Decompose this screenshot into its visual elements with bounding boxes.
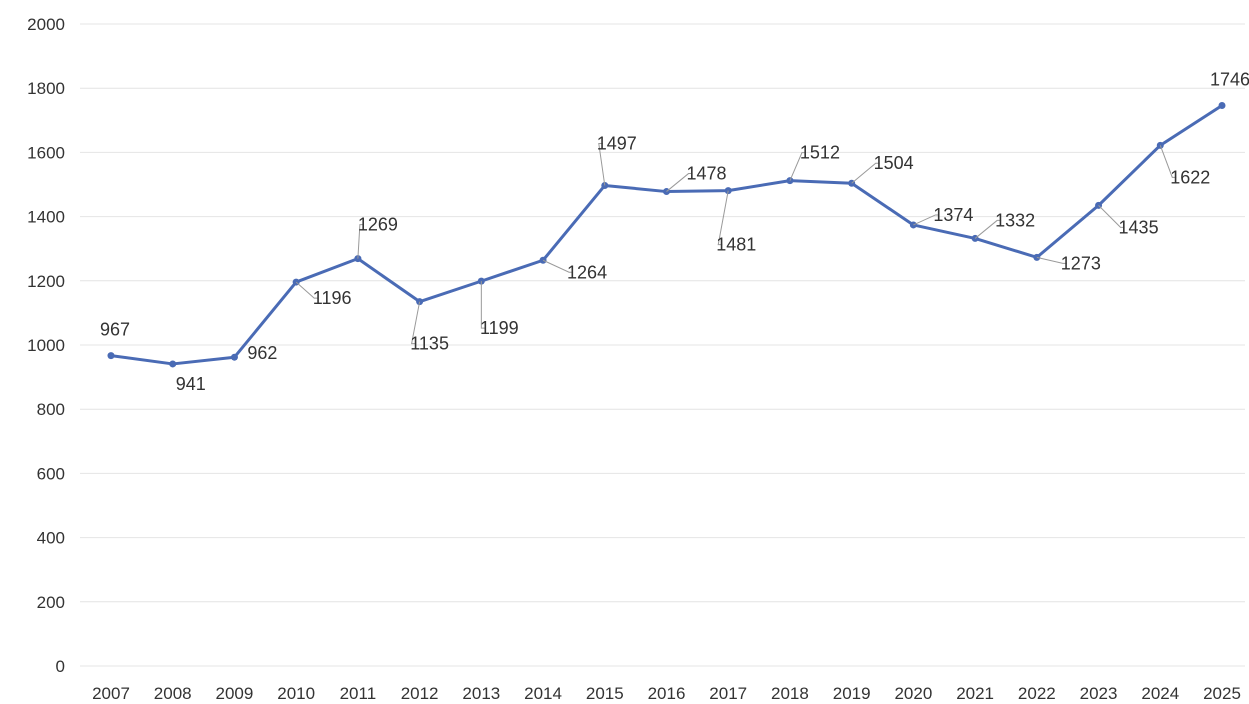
x-tick-label: 2017 <box>709 684 747 703</box>
data-label: 1478 <box>686 164 726 184</box>
y-tick-label: 2000 <box>27 15 65 34</box>
data-label: 1199 <box>480 318 519 338</box>
label-leader-line <box>913 214 940 226</box>
label-leader-line <box>789 152 806 181</box>
x-tick-label: 2011 <box>340 684 377 703</box>
data-label: 1374 <box>933 205 973 225</box>
label-leader-line <box>598 142 606 186</box>
y-tick-label: 1200 <box>27 272 65 291</box>
data-point <box>1218 102 1226 110</box>
data-label: 1273 <box>1061 253 1101 273</box>
data-label: 1264 <box>567 262 607 282</box>
data-label: 941 <box>176 374 206 394</box>
x-tick-label: 2021 <box>956 684 994 703</box>
data-label: 1746 <box>1210 70 1249 90</box>
y-tick-label: 200 <box>37 593 65 612</box>
y-tick-label: 1600 <box>27 143 65 162</box>
label-leader-line <box>974 219 1002 239</box>
label-leader-line <box>357 224 364 259</box>
data-point <box>107 352 115 360</box>
data-label: 1196 <box>313 288 352 308</box>
series-group <box>107 102 1226 368</box>
y-axis-ticks: 0 200 400 600 800 1000 1200 1400 1600 1800 2000 <box>27 15 65 676</box>
data-label: 1512 <box>800 143 840 163</box>
data-label: 967 <box>100 320 130 340</box>
label-leader-line <box>1036 256 1067 264</box>
data-label: 1435 <box>1119 217 1159 237</box>
label-leader-line <box>295 281 319 299</box>
x-tick-label: 2016 <box>648 684 686 703</box>
label-leader-line <box>666 173 693 192</box>
data-label: 1269 <box>358 215 398 235</box>
data-label: 1332 <box>995 210 1035 230</box>
x-tick-label: 2020 <box>894 684 932 703</box>
label-leader-line <box>480 281 486 329</box>
gridlines <box>80 23 1245 667</box>
label-leader-line <box>1159 145 1177 178</box>
x-axis-ticks: 2007 2008 2009 2010 2011 2012 2013 2014 2015 2016… <box>92 684 1241 703</box>
y-tick-label: 800 <box>37 400 65 419</box>
x-tick-label: 2023 <box>1080 684 1118 703</box>
data-point <box>169 360 177 368</box>
label-leader-line <box>542 259 574 273</box>
x-tick-label: 2007 <box>92 684 130 703</box>
x-tick-label: 2015 <box>586 684 624 703</box>
data-labels: 967 941 962 1196 1269 1135 1199 1264 1497 1478 148… <box>100 70 1249 394</box>
x-tick-label: 2019 <box>833 684 871 703</box>
label-leader-line <box>717 190 729 246</box>
data-label: 1497 <box>597 133 637 153</box>
y-tick-label: 1400 <box>27 208 65 227</box>
x-tick-label: 2024 <box>1141 684 1179 703</box>
data-label: 1622 <box>1170 167 1210 187</box>
label-leader-line <box>411 301 421 345</box>
x-tick-label: 2008 <box>154 684 192 703</box>
x-tick-label: 2018 <box>771 684 809 703</box>
data-label: 1135 <box>410 334 449 354</box>
y-tick-label: 600 <box>37 464 65 483</box>
y-tick-label: 1800 <box>27 79 65 98</box>
data-label: 1481 <box>716 235 756 255</box>
y-tick-label: 1000 <box>27 336 65 355</box>
x-tick-label: 2012 <box>401 684 439 703</box>
label-leader-line <box>1098 205 1125 228</box>
x-tick-label: 2013 <box>462 684 500 703</box>
data-label: 1504 <box>874 153 914 173</box>
data-point <box>230 353 238 361</box>
x-tick-label: 2010 <box>277 684 315 703</box>
y-tick-label: 400 <box>37 529 65 548</box>
y-tick-label: 0 <box>56 657 65 676</box>
data-label: 962 <box>247 343 277 363</box>
label-leader-line <box>851 162 880 184</box>
x-tick-label: 2022 <box>1018 684 1056 703</box>
series-line <box>110 104 1223 366</box>
x-tick-label: 2014 <box>524 684 562 703</box>
x-tick-label: 2025 <box>1203 684 1241 703</box>
x-tick-label: 2009 <box>216 684 254 703</box>
